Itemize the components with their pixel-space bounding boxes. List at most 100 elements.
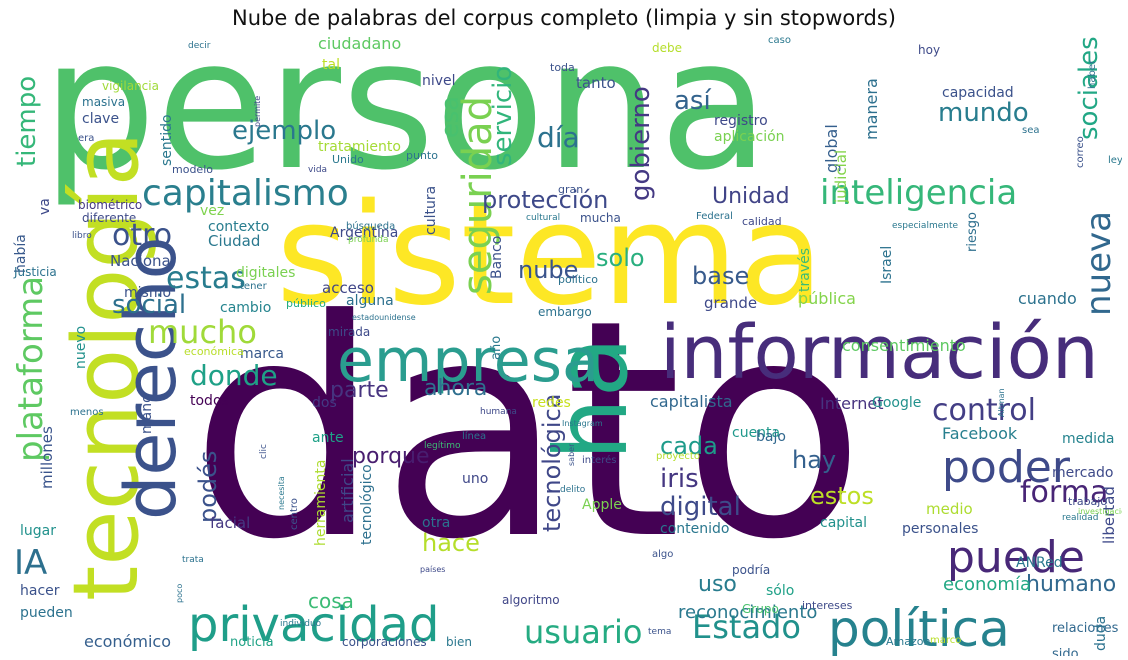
word-puede: puede: [947, 532, 1085, 583]
word-social: social: [112, 290, 187, 320]
word-decir: decir: [188, 41, 211, 51]
word-justicia: Justicia: [14, 265, 57, 279]
word-digitales: digitales: [236, 265, 296, 281]
word-iris: iris: [660, 464, 699, 494]
word-haber: haber: [1087, 59, 1098, 89]
word-trata: trata: [182, 555, 204, 565]
word-forma: forma: [1020, 475, 1109, 510]
word-correo: correo: [1075, 136, 1086, 168]
word-necesita: necesita: [277, 476, 286, 510]
word-vez: vez: [200, 203, 225, 219]
word-nuevo: nuevo: [73, 325, 89, 369]
word-lugar: lugar: [20, 523, 56, 539]
word-sistema: sistema: [276, 174, 824, 337]
word-sido: sido: [1052, 647, 1079, 656]
word-aplicacion: aplicación: [714, 129, 785, 145]
word-punto: punto: [406, 149, 438, 162]
word-sentido: sentido: [159, 114, 175, 166]
word-argentina: Argentina: [330, 225, 399, 241]
word-ciudadano: ciudadano: [318, 36, 402, 53]
word-tener: tener: [240, 281, 267, 292]
word-clic: clic: [259, 444, 269, 459]
word-grupo: Grupo: [742, 602, 779, 616]
word-registro: registro: [714, 113, 768, 129]
word-millones: millones: [38, 426, 56, 489]
word-hoy: hoy: [918, 43, 941, 57]
word-mercado: mercado: [1052, 465, 1114, 481]
word-intereses: intereses: [802, 599, 853, 612]
word-dato: dato: [190, 256, 866, 605]
word-algo: algo: [652, 549, 674, 560]
word-toda: toda: [550, 61, 575, 74]
word-tratamiento: tratamiento: [318, 139, 401, 155]
word-servicio: servicio: [488, 65, 518, 166]
word-bien: bien: [446, 635, 472, 649]
word-ciudad: Ciudad: [208, 232, 261, 250]
word-profunda: profunda: [348, 235, 389, 245]
word-tecnologico: tecnológico: [359, 464, 375, 545]
word-especialmente: especialmente: [892, 221, 959, 231]
word-era: era: [78, 133, 95, 144]
word-consentimiento: consentimiento: [842, 336, 966, 355]
word-ley: ley: [1108, 155, 1122, 166]
word-riesgo: riesgo: [965, 212, 980, 252]
word-mucho: mucho: [148, 313, 257, 351]
word-mano: mano: [139, 394, 155, 434]
word-interes: interés: [582, 455, 617, 466]
word-noticia: noticia: [230, 635, 274, 650]
word-gran: gran: [558, 183, 584, 196]
word-control: control: [932, 393, 1036, 428]
word-proteccion: protección: [482, 186, 609, 214]
word-inteligencia: inteligencia: [820, 173, 1018, 213]
word-capitalista: capitalista: [650, 392, 733, 411]
word-economico: económico: [84, 632, 171, 651]
word-nube: nube: [518, 256, 579, 284]
word-podes: podés: [194, 450, 222, 523]
word-ahora: ahora: [424, 376, 488, 401]
word-usuario: usuario: [524, 613, 643, 651]
word-redes: redes: [532, 395, 571, 411]
word-caso: caso: [768, 36, 791, 46]
word-saber: saber: [567, 443, 576, 466]
word-nivel: nivel: [422, 73, 456, 89]
word-solo: solo: [596, 244, 645, 272]
word-economica: económica: [184, 345, 244, 358]
word-amazon: Amazon: [886, 635, 931, 648]
word-otro: otro: [112, 218, 173, 253]
word-estos: estos: [810, 482, 874, 510]
word-parte: parte: [330, 378, 389, 403]
word-esa: esa: [436, 96, 464, 138]
word-asi: así: [674, 86, 711, 116]
word-linea: línea: [462, 431, 487, 442]
word-cultural: cultural: [526, 213, 561, 223]
word-podria: podría: [732, 563, 771, 577]
word-mucha: mucha: [580, 211, 621, 225]
word-vigilancia: vigilancia: [102, 79, 159, 93]
word-traves: través: [797, 247, 813, 292]
word-dia: día: [537, 121, 580, 154]
word-legitimo: legítimo: [424, 441, 461, 451]
word-altman: Altman: [997, 388, 1006, 417]
word-debe: debe: [652, 41, 682, 55]
word-individuo: individuo: [280, 619, 322, 629]
word-google: Google: [872, 395, 922, 411]
word-busqueda: búsqueda: [346, 221, 396, 232]
word-investigacion: investigación: [1078, 507, 1122, 516]
word-privacidad: privacidad: [188, 597, 440, 653]
word-reconocimiento: reconocimiento: [678, 602, 818, 623]
word-ejemplo: ejemplo: [232, 116, 337, 146]
word-publica: pública: [798, 289, 856, 308]
word-uso: uso: [698, 572, 737, 597]
word-ante: ante: [312, 430, 344, 446]
word-internet: Internet: [820, 394, 884, 413]
word-poco: poco: [175, 583, 184, 603]
word-politico: político: [558, 273, 598, 286]
word-gobierno: gobierno: [626, 86, 656, 201]
word-masiva: masiva: [82, 95, 126, 109]
word-unidad: Unidad: [712, 184, 790, 209]
word-hacer: hacer: [20, 583, 60, 599]
chart-title: Nube de palabras del corpus completo (li…: [232, 6, 896, 30]
word-economia: economía: [943, 574, 1031, 595]
word-tal: tal: [322, 57, 340, 73]
word-persona: persona: [42, 36, 770, 210]
